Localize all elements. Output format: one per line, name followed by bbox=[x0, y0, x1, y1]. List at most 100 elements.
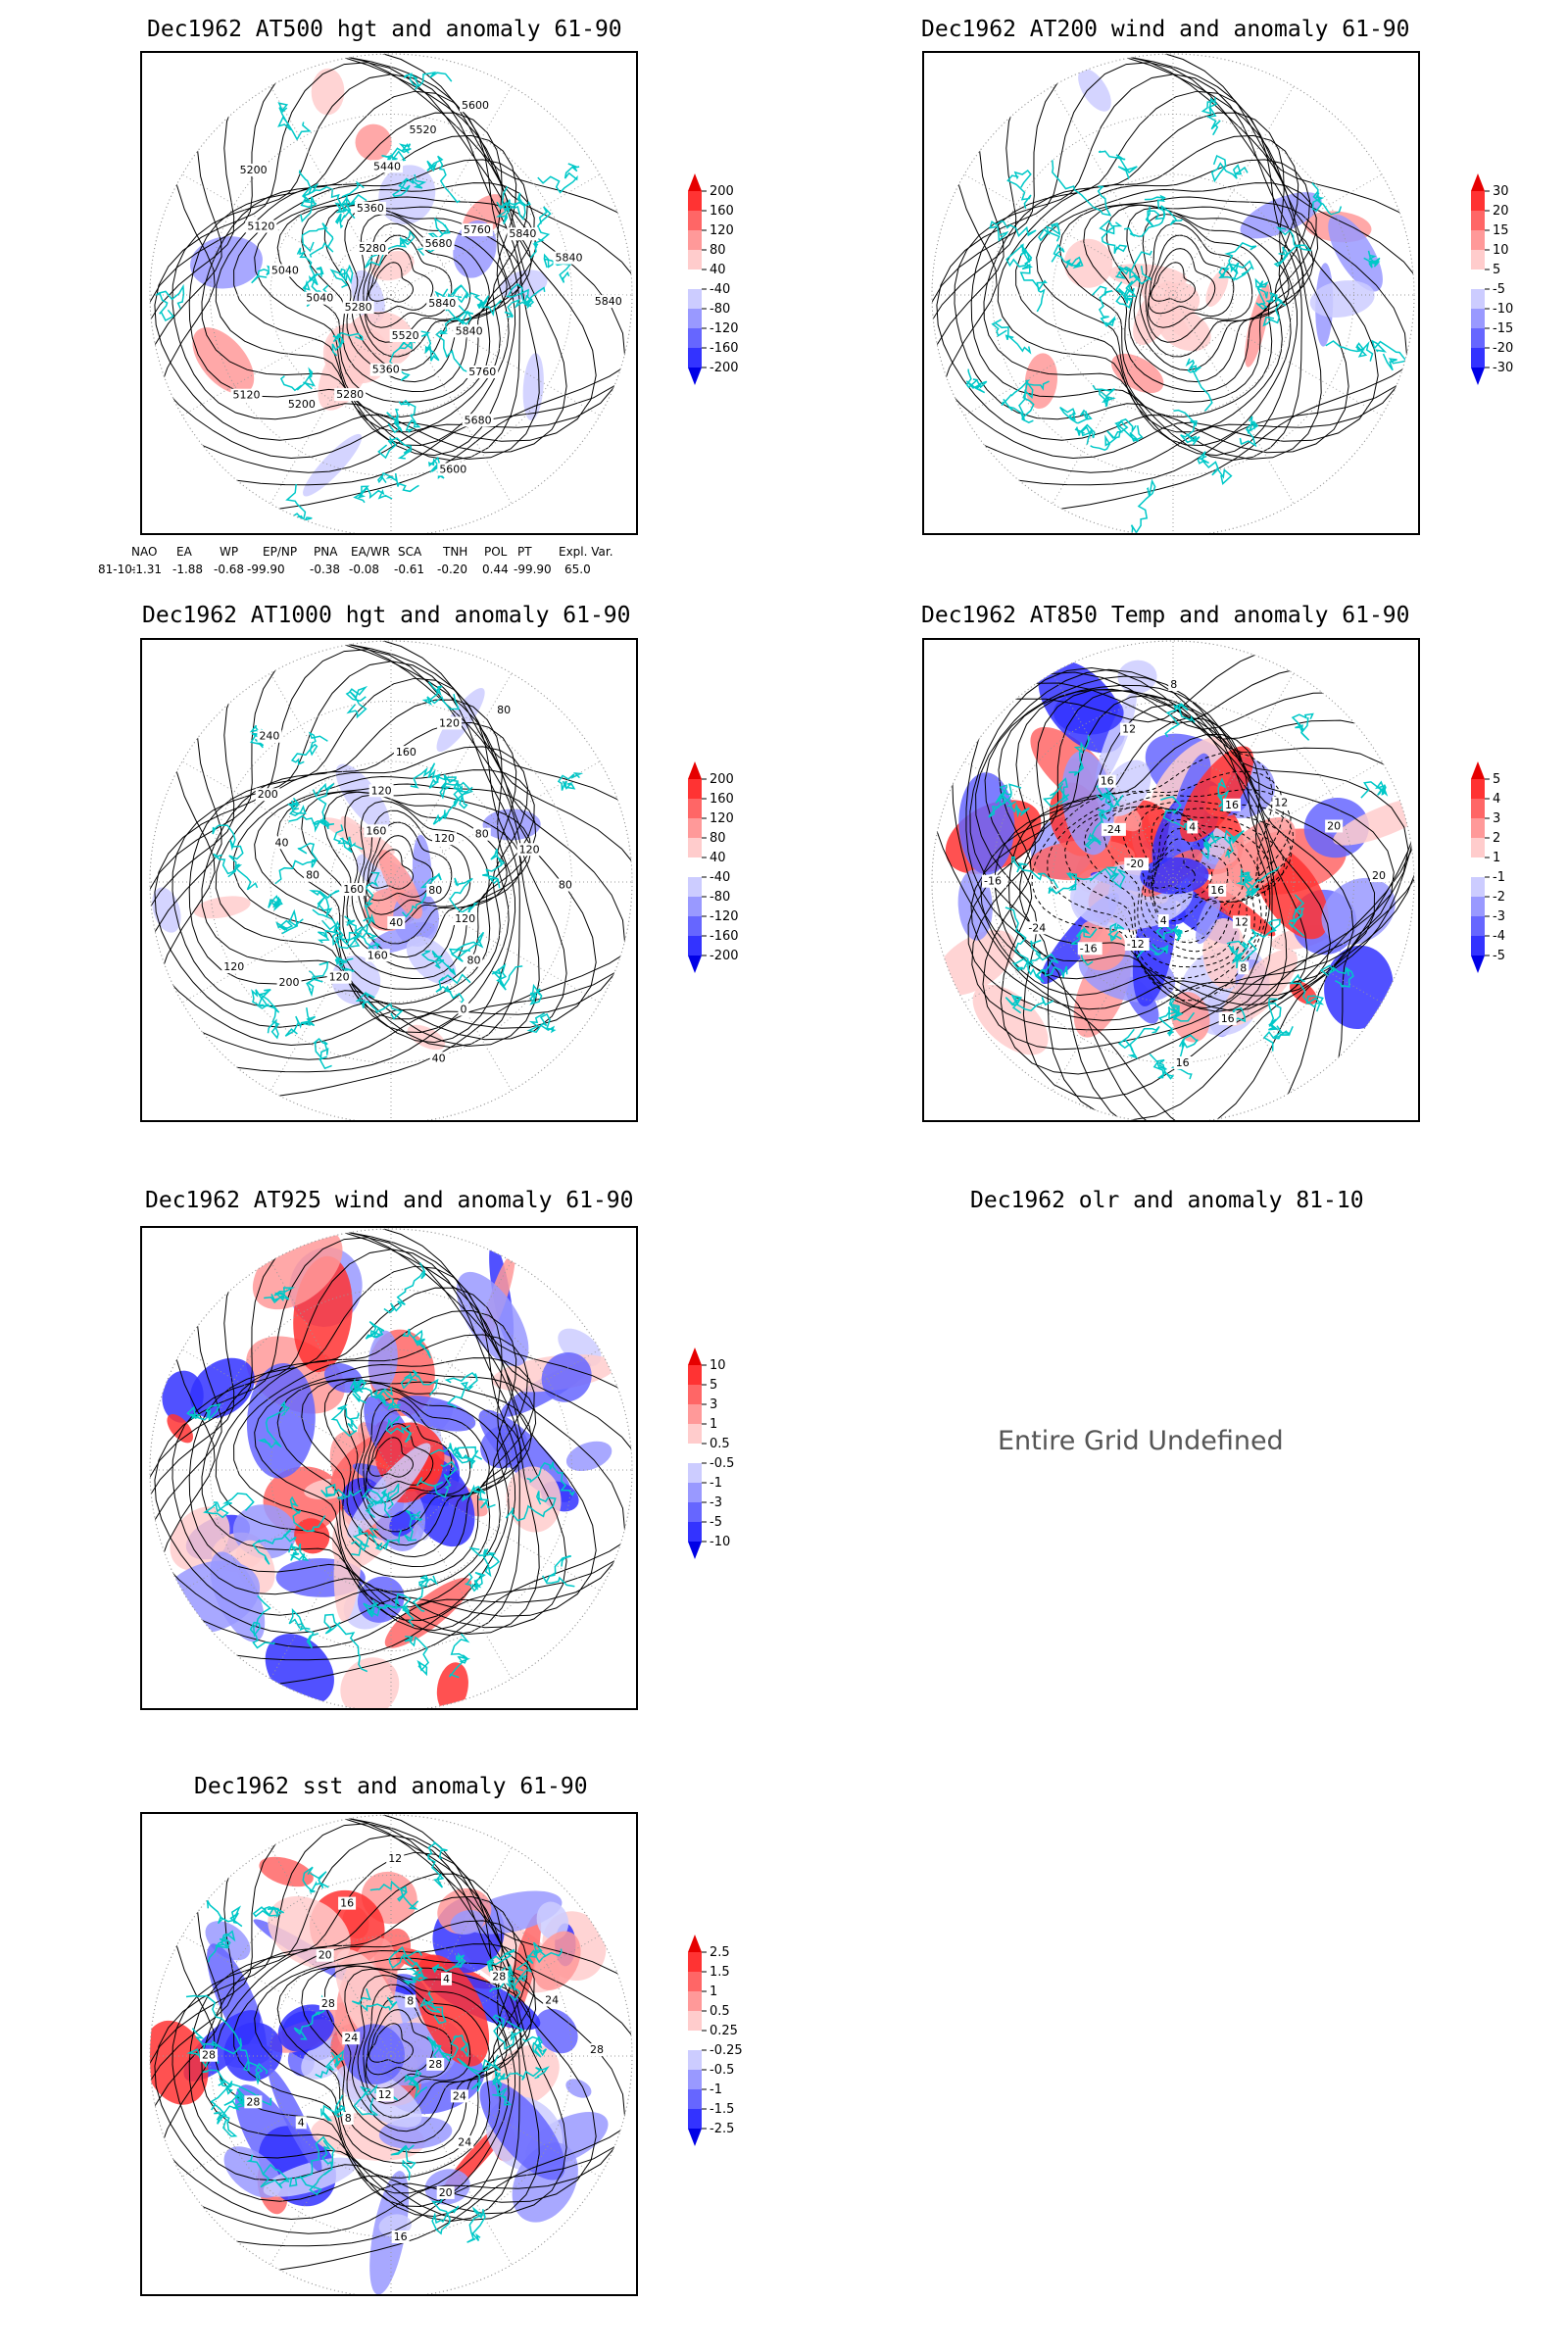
streamline bbox=[150, 1230, 597, 1635]
idx-value: 65.0 bbox=[564, 563, 591, 576]
anomaly-shade bbox=[565, 1441, 612, 1472]
streamline bbox=[1139, 213, 1272, 358]
contour-line bbox=[1031, 752, 1274, 1002]
colorbar-tick-label: 0.25 bbox=[710, 2024, 738, 2038]
idx-value: -99.90 bbox=[247, 563, 285, 576]
coastline bbox=[1107, 922, 1125, 943]
longitude-line bbox=[390, 1935, 601, 2057]
longitude-line bbox=[390, 2055, 601, 2178]
coastline bbox=[468, 292, 502, 317]
coastline bbox=[1289, 973, 1325, 1012]
anomaly-shade bbox=[1102, 760, 1152, 816]
contour-label-bg bbox=[507, 227, 539, 241]
colorbar-segment bbox=[688, 191, 702, 211]
coastline bbox=[334, 202, 352, 229]
contour-label: 28 bbox=[202, 2049, 216, 2062]
colorbar-top-arrow bbox=[1471, 173, 1485, 191]
idx-header: Expl. Var. bbox=[559, 545, 613, 559]
coastline bbox=[448, 931, 485, 962]
anomaly-shade bbox=[340, 1657, 400, 1708]
contour-label: 5280 bbox=[359, 242, 386, 255]
coastline bbox=[330, 1403, 360, 1438]
coastline bbox=[1185, 358, 1213, 413]
latitude-circle bbox=[330, 1409, 452, 1531]
anomaly-shade bbox=[321, 817, 395, 856]
longitude-line bbox=[390, 881, 513, 1092]
coastline bbox=[1223, 829, 1245, 858]
colorbar-tick-label: -1 bbox=[710, 1476, 722, 1491]
contour-label-bg bbox=[1187, 820, 1199, 834]
colorbar-segment bbox=[688, 270, 702, 289]
coastline bbox=[1006, 169, 1032, 209]
coastline bbox=[497, 2066, 550, 2094]
map-1000: 80 120 80 0 40 40 160 120 200 120 160 80 40 200 240 160… bbox=[140, 638, 638, 1122]
coastline bbox=[154, 283, 185, 322]
colorbar-svg: 30 20 15 10 5 -5 -10 -15 -20 -30 bbox=[1471, 173, 1513, 385]
anomaly-shade bbox=[335, 763, 390, 832]
colorbar-segment bbox=[688, 1522, 702, 1542]
contour-line bbox=[172, 74, 540, 461]
longitude-line bbox=[390, 1469, 601, 1592]
coastline bbox=[452, 1446, 483, 1469]
contour-line bbox=[233, 159, 529, 433]
idx-header: TNH bbox=[443, 545, 468, 559]
contour-line bbox=[254, 182, 535, 417]
coastline bbox=[1218, 260, 1254, 280]
coastline bbox=[404, 1635, 430, 1677]
map-925-svg bbox=[149, 1228, 633, 1708]
coastline bbox=[331, 331, 364, 357]
coastline bbox=[392, 173, 427, 198]
colorbar-segment bbox=[688, 1463, 702, 1483]
colorbar-tick-label: 160 bbox=[710, 792, 734, 807]
contour-label: 8 bbox=[407, 1994, 414, 2007]
contour-label-bg bbox=[587, 2043, 606, 2057]
contour-label-bg bbox=[1098, 774, 1116, 788]
contour-label: 4 bbox=[1189, 820, 1196, 833]
coastline bbox=[1360, 780, 1389, 799]
coastline bbox=[1117, 1025, 1160, 1059]
idx-header: NAO bbox=[131, 545, 158, 559]
latitude-circle bbox=[270, 1348, 513, 1592]
coastline bbox=[1004, 994, 1054, 1014]
colorbar-segment bbox=[688, 858, 702, 877]
anomaly-shade bbox=[1202, 918, 1247, 989]
idx-header: PT bbox=[517, 545, 532, 559]
streamline bbox=[254, 1357, 535, 1592]
coastline bbox=[318, 919, 343, 947]
coastline bbox=[1200, 97, 1221, 136]
contour-label: 4 bbox=[443, 1973, 450, 1985]
latitude-circle bbox=[330, 1995, 452, 2117]
contour-label-bg bbox=[365, 949, 390, 962]
contour-label: 80 bbox=[306, 869, 319, 882]
coastline bbox=[431, 1952, 466, 1974]
colorbar-bottom-arrow bbox=[688, 956, 702, 973]
contour-line bbox=[301, 1965, 532, 2154]
contour-label: 28 bbox=[590, 2043, 604, 2056]
contour-label-bg bbox=[1168, 678, 1180, 692]
anomaly-shade bbox=[1141, 287, 1192, 340]
longitude-line bbox=[181, 173, 392, 296]
coastline bbox=[1254, 277, 1269, 311]
contour-label: 5360 bbox=[357, 202, 384, 215]
contour-label: 24 bbox=[545, 1993, 559, 2006]
colorbar-tick-label: 5 bbox=[710, 1378, 717, 1393]
streamline bbox=[365, 1409, 453, 1503]
contour-line bbox=[153, 641, 632, 1098]
contour-label-bg bbox=[466, 365, 499, 378]
coastline bbox=[402, 1953, 429, 1985]
contour-label-bg bbox=[432, 832, 458, 846]
contour-line bbox=[366, 2009, 434, 2076]
longitude-line bbox=[1172, 881, 1295, 1092]
coastline bbox=[268, 895, 283, 910]
colorbar-segment bbox=[688, 1444, 702, 1463]
streamline bbox=[357, 1388, 490, 1533]
contour-label-bg bbox=[387, 915, 406, 929]
coastline bbox=[525, 1941, 563, 1965]
anomaly-shade bbox=[1240, 192, 1322, 239]
coastline bbox=[323, 1613, 368, 1673]
coastline bbox=[1288, 894, 1305, 937]
contour-label: 120 bbox=[434, 832, 455, 845]
coastline bbox=[202, 2069, 233, 2121]
contour-line bbox=[150, 54, 626, 473]
contour-label-bg bbox=[342, 2032, 361, 2045]
